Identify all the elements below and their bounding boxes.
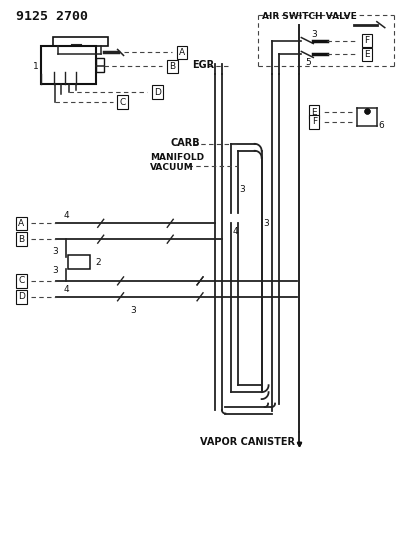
Text: B: B	[169, 62, 175, 71]
Text: 1: 1	[33, 62, 39, 71]
Text: 3: 3	[52, 266, 58, 276]
Text: A: A	[18, 219, 24, 228]
Text: 3: 3	[311, 30, 317, 39]
Text: F: F	[312, 117, 317, 126]
Text: AIR SWITCH VALVE: AIR SWITCH VALVE	[262, 12, 356, 21]
Text: 3: 3	[52, 247, 58, 256]
Text: C: C	[18, 277, 24, 285]
Bar	[41, 46, 96, 84]
Text: 4: 4	[64, 285, 69, 294]
Text: 2: 2	[96, 257, 102, 266]
Text: MANIFOLD: MANIFOLD	[150, 153, 205, 161]
Text: B: B	[18, 235, 24, 244]
Text: VACUUM: VACUUM	[150, 163, 194, 172]
Bar	[96, 59, 104, 72]
Bar	[53, 37, 108, 46]
Text: 6: 6	[379, 122, 385, 131]
Text: C: C	[120, 98, 126, 107]
Text: CARB: CARB	[170, 138, 200, 148]
Text: 3: 3	[131, 306, 136, 315]
Text: A: A	[179, 48, 185, 57]
Text: D: D	[18, 292, 25, 301]
Text: D: D	[154, 88, 161, 96]
Text: F: F	[364, 36, 369, 45]
Text: E: E	[312, 108, 317, 117]
Text: 4: 4	[64, 211, 69, 220]
Text: 4: 4	[233, 227, 238, 236]
Text: 9125 2700: 9125 2700	[16, 10, 88, 23]
Text: 3: 3	[263, 219, 269, 228]
Text: 5: 5	[305, 58, 311, 67]
Text: VAPOR CANISTER: VAPOR CANISTER	[200, 437, 295, 447]
Text: EGR: EGR	[192, 60, 214, 70]
Text: 3: 3	[240, 185, 245, 194]
Bar	[68, 255, 90, 269]
Text: E: E	[364, 50, 370, 59]
